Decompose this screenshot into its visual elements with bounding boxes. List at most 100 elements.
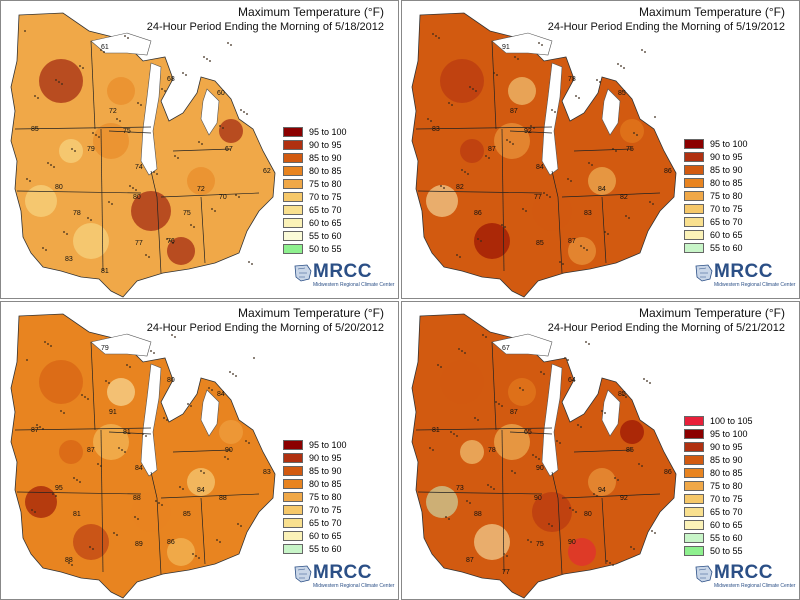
legend-item: 80 to 85 bbox=[283, 478, 347, 490]
station-dot bbox=[601, 410, 603, 412]
temperature-blob bbox=[187, 468, 215, 496]
legend-swatch bbox=[684, 230, 704, 240]
station-value: 79 bbox=[101, 345, 109, 352]
station-value: 85 bbox=[626, 447, 634, 454]
legend-swatch bbox=[283, 166, 303, 176]
legend-item: 60 to 65 bbox=[283, 217, 347, 229]
station-dot bbox=[448, 102, 450, 104]
station-dot bbox=[214, 210, 216, 212]
legend: 100 to 105 95 to 100 90 to 95 85 to 90 80 to… bbox=[684, 415, 753, 558]
station-dot bbox=[190, 405, 192, 407]
station-dot bbox=[134, 516, 136, 518]
station-dot bbox=[649, 382, 651, 384]
legend: 95 to 100 90 to 95 85 to 90 80 to 85 75 to 8… bbox=[684, 138, 748, 255]
temperature-map: 91 78 85 83 87 92 87 75 84 86 82 77 84 82 86 83 85 87 bbox=[411, 12, 677, 298]
station-dot bbox=[82, 67, 84, 69]
temperature-blob bbox=[508, 378, 536, 406]
legend-item: 90 to 95 bbox=[283, 452, 347, 464]
station-dot bbox=[577, 424, 579, 426]
station-dot bbox=[485, 336, 487, 338]
station-dot bbox=[593, 493, 595, 495]
station-dot bbox=[554, 111, 556, 113]
station-dot bbox=[37, 97, 39, 99]
station-dot bbox=[641, 49, 643, 51]
station-dot bbox=[26, 359, 28, 361]
station-dot bbox=[105, 380, 107, 382]
station-dot bbox=[588, 162, 590, 164]
station-dot bbox=[556, 440, 558, 442]
station-dot bbox=[238, 196, 240, 198]
legend-item: 60 to 65 bbox=[283, 530, 347, 542]
station-dot bbox=[47, 343, 49, 345]
logo-name: MRCC bbox=[313, 261, 372, 282]
station-dot bbox=[108, 201, 110, 203]
station-dot bbox=[219, 125, 221, 127]
state-border bbox=[16, 491, 142, 495]
temperature-blob bbox=[219, 420, 243, 444]
station-dot bbox=[559, 261, 561, 263]
station-dot bbox=[145, 254, 147, 256]
temperature-blob bbox=[73, 223, 109, 259]
mrcc-logo: MRCC Midwestern Regional Climate Center bbox=[694, 259, 795, 291]
station-dot bbox=[190, 224, 192, 226]
temperature-blob bbox=[25, 486, 57, 518]
station-dot bbox=[211, 208, 213, 210]
station-dot bbox=[501, 405, 503, 407]
legend-swatch bbox=[684, 494, 704, 504]
legend-label: 50 to 55 bbox=[309, 244, 342, 254]
station-value: 78 bbox=[73, 210, 81, 217]
lake-superior bbox=[491, 333, 553, 357]
station-value: 87 bbox=[510, 409, 518, 416]
station-dot bbox=[50, 345, 52, 347]
map-subtitle: 24-Hour Period Ending the Morning of 5/1… bbox=[146, 21, 384, 33]
station-dot bbox=[230, 44, 232, 46]
station-dot bbox=[171, 334, 173, 336]
station-value: 74 bbox=[135, 164, 143, 171]
station-dot bbox=[193, 226, 195, 228]
legend-item: 95 to 100 bbox=[684, 138, 748, 150]
legend-swatch bbox=[283, 205, 303, 215]
station-dot bbox=[543, 192, 545, 194]
station-dot bbox=[235, 194, 237, 196]
station-dot bbox=[145, 435, 147, 437]
station-dot bbox=[100, 465, 102, 467]
station-value: 88 bbox=[133, 495, 141, 502]
state-border bbox=[491, 40, 497, 130]
station-dot bbox=[503, 553, 505, 555]
legend-label: 65 to 70 bbox=[710, 507, 743, 517]
temperature-blob bbox=[426, 185, 458, 217]
station-dot bbox=[232, 373, 234, 375]
station-dot bbox=[487, 484, 489, 486]
legend-item: 50 to 55 bbox=[283, 243, 347, 255]
legend-label: 90 to 95 bbox=[710, 442, 743, 452]
lake-huron bbox=[601, 389, 621, 437]
station-dot bbox=[532, 454, 534, 456]
station-dot bbox=[432, 33, 434, 35]
station-dot bbox=[121, 449, 123, 451]
legend-item: 85 to 90 bbox=[684, 454, 753, 466]
station-dot bbox=[625, 396, 627, 398]
station-dot bbox=[60, 410, 62, 412]
station-dot bbox=[464, 171, 466, 173]
station-dot bbox=[567, 178, 569, 180]
station-dot bbox=[570, 180, 572, 182]
legend-swatch bbox=[684, 152, 704, 162]
logo-name: MRCC bbox=[313, 562, 372, 583]
station-value: 72 bbox=[109, 108, 117, 115]
mrcc-logo: MRCC Midwestern Regional Climate Center bbox=[293, 560, 394, 592]
station-value: 70 bbox=[219, 194, 227, 201]
temperature-blob bbox=[460, 440, 484, 464]
station-value: 84 bbox=[598, 186, 606, 193]
station-value: 85 bbox=[618, 90, 626, 97]
legend-swatch bbox=[684, 165, 704, 175]
temperature-blob bbox=[39, 360, 83, 404]
map-title: Maximum Temperature (°F) bbox=[639, 306, 785, 320]
state-border bbox=[172, 148, 232, 152]
legend-label: 95 to 100 bbox=[710, 139, 748, 149]
station-value: 75 bbox=[536, 541, 544, 548]
legend-swatch bbox=[684, 178, 704, 188]
station-dot bbox=[135, 189, 137, 191]
mrcc-logo: MRCC Midwestern Regional Climate Center bbox=[694, 560, 795, 592]
station-dot bbox=[517, 58, 519, 60]
station-value: 90 bbox=[568, 539, 576, 546]
